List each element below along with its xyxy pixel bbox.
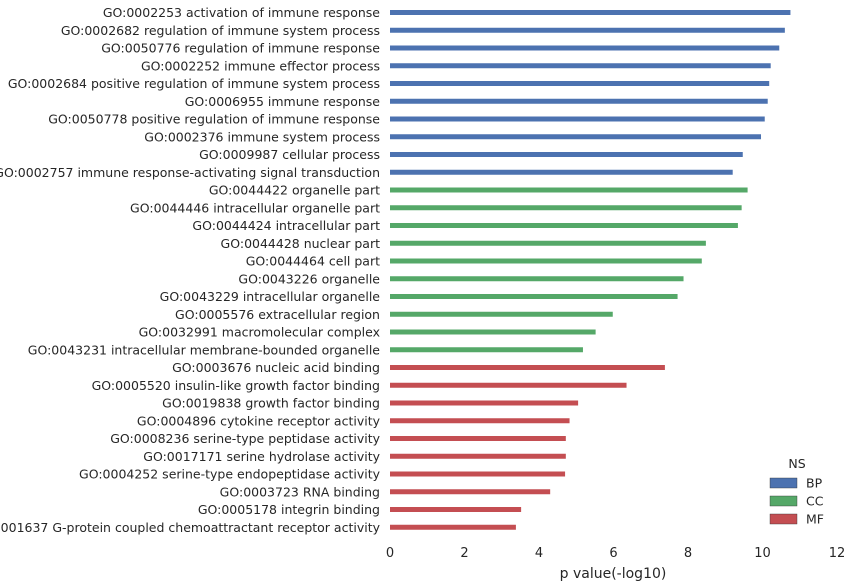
category-label: GO:0019838 growth factor binding: [162, 396, 380, 411]
category-label: GO:0044464 cell part: [246, 254, 380, 269]
bar-cc-16: [390, 294, 678, 299]
category-labels: GO:0002253 activation of immune response…: [0, 5, 381, 535]
bar-cc-11: [390, 205, 742, 211]
bar-mf-28: [390, 507, 522, 512]
bar-bp-7: [390, 134, 762, 140]
bar-cc-13: [390, 240, 706, 246]
category-label: GO:0043229 intracellular organelle: [160, 289, 381, 304]
category-label: GO:0002376 immune system process: [144, 129, 380, 144]
category-label: GO:0003723 RNA binding: [220, 484, 380, 499]
legend-swatch-bp: [769, 477, 798, 489]
bar-bp-5: [390, 98, 768, 104]
bars-layer: [390, 10, 791, 530]
bar-mf-23: [390, 418, 570, 424]
category-label: GO:0002682 regulation of immune system p…: [61, 23, 380, 38]
bar-mf-22: [390, 400, 579, 406]
bar-bp-4: [390, 81, 770, 86]
category-label: GO:0002253 activation of immune response: [103, 5, 380, 20]
category-label: GO:0017171 serine hydrolase activity: [143, 449, 380, 464]
category-label: GO:0032991 macromolecular complex: [139, 325, 380, 340]
x-tick-label: 2: [460, 546, 468, 561]
category-label: GO:0005576 extracellular region: [175, 307, 380, 322]
bar-cc-12: [390, 223, 738, 228]
category-label: GO:0001637 G-protein coupled chemoattrac…: [0, 520, 381, 535]
bar-cc-10: [390, 187, 748, 193]
bar-cc-18: [390, 329, 596, 335]
category-label: GO:0043226 organelle: [238, 271, 380, 286]
category-label: GO:0005178 integrin binding: [198, 502, 380, 517]
bar-bp-2: [390, 45, 780, 51]
category-label: GO:0043231 intracellular membrane-bounde…: [28, 342, 381, 357]
category-label: GO:0044446 intracellular organelle part: [130, 200, 380, 215]
bar-bp-6: [390, 116, 765, 122]
bar-cc-15: [390, 276, 684, 282]
legend-swatch-mf: [769, 513, 798, 525]
legend-label-mf: MF: [806, 512, 824, 527]
category-label: GO:0002684 positive regulation of immune…: [8, 76, 380, 91]
legend-title: NS: [788, 456, 805, 471]
bar-bp-0: [390, 10, 791, 15]
bar-bp-1: [390, 27, 785, 33]
category-label: GO:0008236 serine-type peptidase activit…: [110, 431, 380, 446]
category-label: GO:0002252 immune effector process: [141, 58, 380, 73]
legend-label-bp: BP: [806, 476, 823, 491]
bar-mf-29: [390, 524, 516, 530]
category-label: GO:0044422 organelle part: [209, 183, 380, 198]
bar-cc-14: [390, 258, 702, 264]
category-label: GO:0044428 nuclear part: [221, 236, 381, 251]
bar-cc-17: [390, 311, 613, 317]
bar-mf-26: [390, 471, 566, 477]
category-label: GO:0050776 regulation of immune response: [101, 41, 380, 56]
bar-bp-8: [390, 152, 743, 157]
bar-cc-19: [390, 347, 583, 353]
legend-label-cc: CC: [806, 494, 824, 509]
category-label: GO:0003676 nucleic acid binding: [172, 360, 380, 375]
legend: NS BP CC MF: [769, 456, 824, 527]
x-axis: 0 2 4 6 8 10 12: [386, 546, 845, 561]
legend-swatch-cc: [769, 495, 798, 507]
category-label: GO:0005520 insulin-like growth factor bi…: [92, 378, 380, 393]
bar-mf-27: [390, 489, 551, 495]
category-label: GO:0006955 immune response: [185, 94, 381, 109]
bar-mf-20: [390, 365, 665, 370]
x-tick-label: 6: [609, 546, 617, 561]
x-tick-label: 0: [386, 546, 394, 561]
bar-bp-9: [390, 169, 733, 175]
x-tick-label: 4: [535, 546, 543, 561]
bar-mf-21: [390, 382, 627, 388]
bar-mf-24: [390, 436, 566, 441]
x-axis-label: p value(-log10): [560, 566, 667, 582]
category-label: GO:0050778 positive regulation of immune…: [48, 112, 380, 127]
x-tick-label: 12: [829, 546, 846, 561]
bar-mf-25: [390, 453, 566, 459]
category-label: GO:0004896 cytokine receptor activity: [137, 413, 381, 428]
category-label: GO:0004252 serine-type endopeptidase act…: [79, 467, 381, 482]
bar-bp-3: [390, 63, 771, 69]
category-label: GO:0009987 cellular process: [199, 147, 380, 162]
category-label: GO:0002757 immune response-activating si…: [0, 165, 380, 180]
x-tick-label: 8: [684, 546, 692, 561]
category-label: GO:0044424 intracellular part: [192, 218, 380, 233]
x-tick-label: 10: [754, 546, 771, 561]
